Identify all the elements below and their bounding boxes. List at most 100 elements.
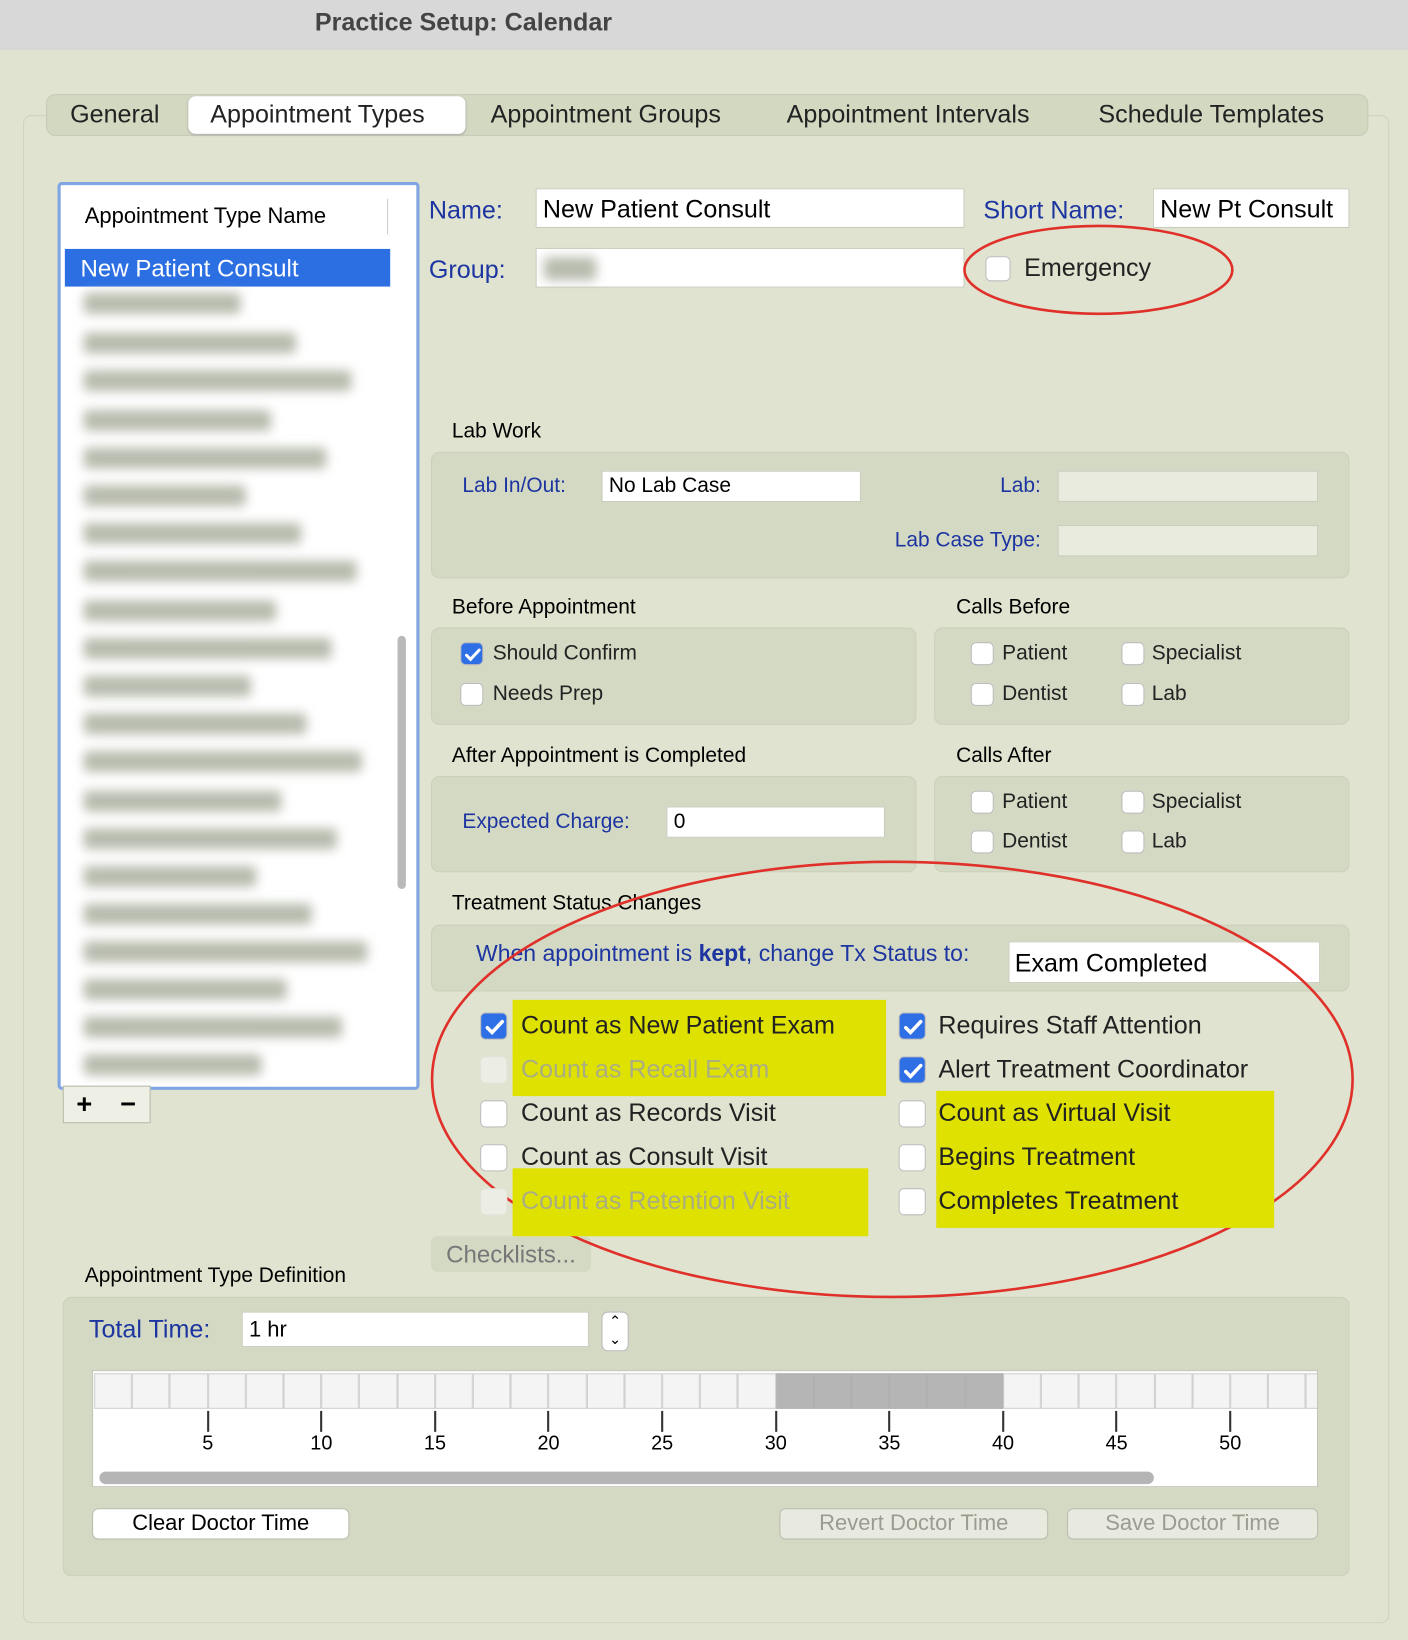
checkbox[interactable] bbox=[1121, 642, 1145, 666]
scrollbar bbox=[397, 635, 406, 890]
tick-label: 25 bbox=[651, 1432, 674, 1455]
timeline[interactable]: 5 10 15 20 25 30 35 40 45 50 bbox=[92, 1370, 1319, 1488]
name-input[interactable] bbox=[535, 188, 965, 229]
time-cell bbox=[359, 1373, 398, 1409]
checkbox-label: Lab bbox=[1151, 829, 1187, 853]
checkbox[interactable] bbox=[970, 830, 994, 854]
time-cell bbox=[662, 1373, 701, 1409]
checkbox-label: Count as Recall Exam bbox=[520, 1055, 770, 1084]
divider bbox=[387, 198, 389, 235]
button[interactable]: Clear Doctor Time bbox=[92, 1508, 350, 1540]
blurred-item bbox=[83, 713, 307, 735]
time-cell bbox=[1116, 1373, 1155, 1409]
highlight bbox=[512, 1043, 887, 1097]
label: Short Name: bbox=[983, 196, 1125, 225]
checkbox[interactable] bbox=[985, 256, 1011, 282]
label: Total Time: bbox=[88, 1315, 211, 1344]
tick-label: 10 bbox=[310, 1432, 333, 1455]
total-time-input[interactable] bbox=[241, 1311, 589, 1348]
tick-mark bbox=[888, 1410, 891, 1432]
tab[interactable]: Schedule Templates bbox=[1098, 100, 1325, 129]
time-cell bbox=[548, 1373, 587, 1409]
time-cell bbox=[169, 1373, 208, 1409]
input-value: Exam Completed bbox=[1014, 949, 1208, 978]
checkbox[interactable] bbox=[460, 642, 484, 666]
before-box bbox=[430, 627, 917, 725]
checkbox-label: Requires Staff Attention bbox=[938, 1011, 1202, 1040]
prompt-text: , change Tx Status to: bbox=[745, 940, 970, 967]
checkbox-label: Specialist bbox=[1151, 641, 1242, 665]
blurred-item bbox=[83, 1016, 343, 1038]
checkbox[interactable] bbox=[480, 1144, 508, 1172]
checkbox[interactable] bbox=[1121, 682, 1145, 706]
checkbox[interactable] bbox=[480, 1100, 508, 1128]
checkbox[interactable] bbox=[480, 1012, 508, 1040]
checkbox[interactable] bbox=[898, 1188, 926, 1216]
checkbox[interactable] bbox=[460, 682, 484, 706]
blurred-item bbox=[83, 637, 332, 659]
tick-label: 30 bbox=[764, 1432, 787, 1455]
highlight bbox=[512, 1167, 869, 1236]
blurred-item bbox=[83, 1054, 262, 1076]
time-cell bbox=[245, 1373, 284, 1409]
checkbox-label: Dentist bbox=[1002, 682, 1068, 706]
input-value: 1 hr bbox=[248, 1317, 287, 1342]
tab[interactable]: Appointment Types bbox=[210, 100, 425, 129]
label: Group: bbox=[428, 256, 506, 285]
label: Name: bbox=[428, 196, 503, 225]
time-cell bbox=[321, 1373, 360, 1409]
group-input[interactable] bbox=[535, 247, 965, 288]
checkbox[interactable] bbox=[1121, 790, 1145, 814]
input-value: New Patient Consult bbox=[542, 195, 771, 224]
checkbox[interactable] bbox=[970, 790, 994, 814]
blurred-item bbox=[83, 447, 327, 469]
label: Lab In/Out: bbox=[462, 474, 566, 498]
time-cell bbox=[283, 1373, 322, 1409]
checkbox[interactable] bbox=[970, 642, 994, 666]
checkbox-label: Emergency bbox=[1024, 254, 1152, 283]
checklists-button[interactable]: Checklists... bbox=[430, 1236, 592, 1272]
tick-mark bbox=[320, 1410, 323, 1432]
tick-label: 15 bbox=[423, 1432, 447, 1455]
list-item[interactable]: New Patient Consult bbox=[80, 254, 299, 282]
tab[interactable]: Appointment Intervals bbox=[786, 100, 1030, 129]
button: Save Doctor Time bbox=[1067, 1508, 1319, 1540]
status-input[interactable] bbox=[1008, 941, 1321, 984]
blurred-item bbox=[83, 978, 287, 1000]
blurred-item bbox=[83, 750, 362, 772]
section-title: After Appointment is Completed bbox=[451, 744, 747, 768]
time-cell bbox=[1154, 1373, 1193, 1409]
checkbox-label: Count as Consult Visit bbox=[520, 1143, 768, 1172]
checkbox[interactable] bbox=[898, 1012, 926, 1040]
time-cell bbox=[624, 1373, 663, 1409]
checkbox[interactable] bbox=[898, 1144, 926, 1172]
checkbox-label: Should Confirm bbox=[492, 641, 637, 665]
annotation-circle bbox=[963, 224, 1234, 316]
stepper[interactable]: ⌃ ⌄ bbox=[601, 1311, 629, 1352]
checkbox[interactable] bbox=[898, 1100, 926, 1128]
selected-row[interactable] bbox=[64, 248, 391, 287]
tick-label: 40 bbox=[991, 1432, 1015, 1455]
label: Lab: bbox=[1000, 474, 1041, 498]
tick-mark bbox=[1115, 1410, 1118, 1432]
input-value: No Lab Case bbox=[608, 474, 731, 498]
blurred-item bbox=[83, 790, 282, 812]
checkbox[interactable] bbox=[1121, 830, 1145, 854]
tab[interactable]: Appointment Groups bbox=[490, 100, 721, 129]
checkbox-label: Patient bbox=[1002, 790, 1068, 814]
lab-in-out[interactable] bbox=[601, 470, 861, 503]
add-remove[interactable]: + − bbox=[62, 1085, 151, 1124]
tab[interactable]: General bbox=[70, 100, 160, 129]
blurred-item bbox=[83, 560, 357, 582]
tick-label: 5 bbox=[202, 1432, 214, 1455]
window-title: Practice Setup: Calendar bbox=[314, 8, 613, 37]
tick-mark bbox=[433, 1410, 437, 1432]
expected-charge[interactable] bbox=[666, 806, 886, 838]
short-name-input[interactable] bbox=[1152, 188, 1350, 229]
checkbox[interactable] bbox=[970, 682, 994, 706]
checkbox bbox=[480, 1188, 508, 1216]
checkbox[interactable] bbox=[898, 1056, 926, 1084]
time-cell bbox=[1305, 1373, 1318, 1409]
